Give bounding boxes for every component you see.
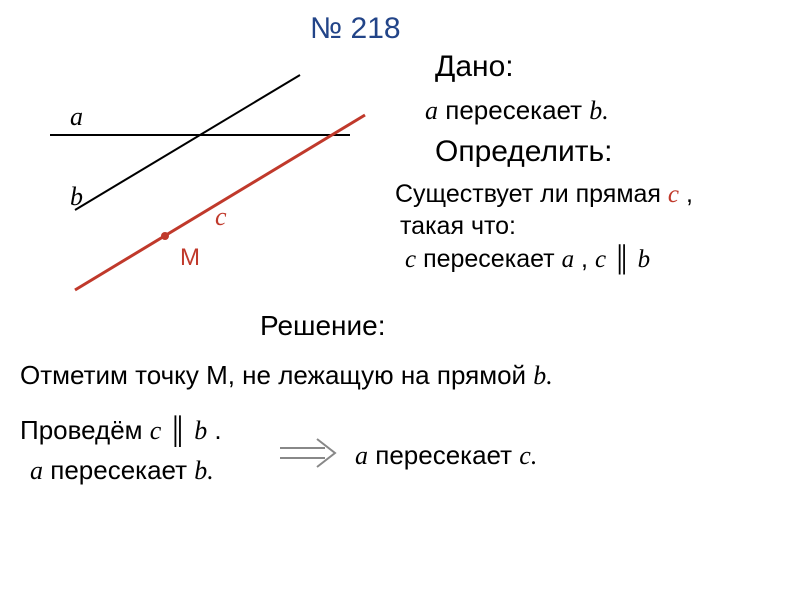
- point-m: [161, 232, 169, 240]
- determine-line1: Существует ли прямая c ,: [395, 180, 693, 209]
- given-label: Дано:: [435, 50, 514, 84]
- solution-step2: Проведём c ║ b .: [20, 415, 222, 446]
- det-l3-comma: ,: [581, 245, 595, 273]
- det-l3-cb-c: c: [595, 246, 606, 273]
- sol4-c: c.: [519, 441, 537, 470]
- sol1-pre: Отметим точку М, не лежащую на прямой: [20, 360, 533, 390]
- det-l3-cb-b: b: [638, 246, 651, 273]
- given-a: a: [425, 96, 438, 125]
- diagram-label-a: a: [70, 102, 83, 131]
- diagram-label-b: b: [70, 182, 83, 211]
- sol2-b: b: [194, 416, 207, 445]
- given-line1: a пересекает b.: [425, 95, 609, 126]
- sol2-par: ║: [169, 415, 187, 445]
- implies-arrow-icon: [275, 435, 345, 480]
- sol4-a: a: [355, 441, 368, 470]
- solution-step4: a пересекает c.: [355, 440, 537, 471]
- sol3-mid: пересекает: [50, 455, 194, 485]
- sol4-mid: пересекает: [375, 440, 519, 470]
- geometry-diagram: a b c М: [20, 60, 370, 310]
- det-l1-c: c: [668, 181, 679, 208]
- diagram-svg: a b c М: [20, 60, 380, 320]
- det-l3-c: c: [405, 246, 416, 273]
- given-b: b.: [589, 96, 609, 125]
- sol2-c: c: [150, 416, 162, 445]
- determine-label: Определить:: [435, 135, 612, 169]
- det-l1-pre: Существует ли прямая: [395, 180, 668, 208]
- diagram-label-m: М: [180, 244, 200, 271]
- sol1-b: b.: [533, 361, 553, 390]
- sol2-dot: .: [214, 415, 221, 445]
- determine-line2: такая что:: [400, 212, 516, 241]
- diagram-label-c: c: [215, 202, 227, 231]
- solution-step1: Отметим точку М, не лежащую на прямой b.: [20, 360, 553, 391]
- det-l1-comma: ,: [686, 180, 693, 208]
- det-l3-a: a: [562, 246, 575, 273]
- solution-step3: a пересекает b.: [30, 455, 214, 486]
- sol2-pre: Проведём: [20, 415, 150, 445]
- line-b: [75, 75, 300, 210]
- given-mid: пересекает: [445, 95, 589, 125]
- sol3-b: b.: [194, 456, 214, 485]
- determine-line3: c пересекает a , c ║ b: [405, 245, 650, 274]
- problem-number: № 218: [310, 12, 401, 46]
- det-l3-mid: пересекает: [423, 245, 562, 273]
- sol3-a: a: [30, 456, 43, 485]
- det-l3-cb-par: ║: [613, 245, 631, 273]
